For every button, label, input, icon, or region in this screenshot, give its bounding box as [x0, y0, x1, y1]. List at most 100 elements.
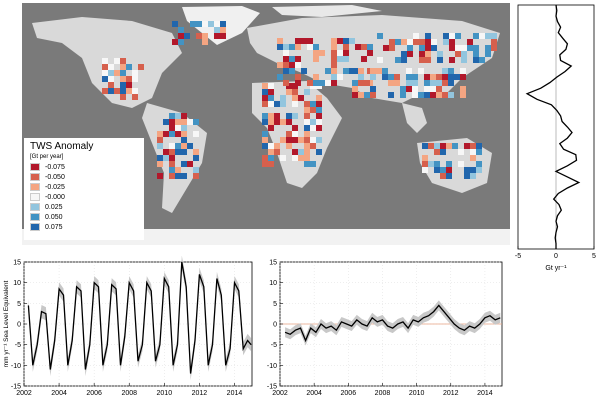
- y-tick-label: -5: [15, 342, 21, 349]
- tws-cell: [440, 173, 446, 179]
- tws-cell: [325, 68, 331, 74]
- y-tick-label: -15: [267, 384, 277, 391]
- tws-cell: [446, 143, 452, 149]
- tws-anomaly-cells: [102, 21, 497, 179]
- tws-cell: [388, 92, 394, 98]
- tws-cell: [473, 45, 479, 51]
- land-southeast-asia: [402, 103, 427, 133]
- tws-cell: [316, 101, 322, 107]
- tws-cell: [442, 80, 448, 86]
- tws-cell: [193, 119, 199, 125]
- tws-cell: [425, 39, 431, 45]
- tws-cell: [358, 74, 364, 80]
- tws-cell: [304, 137, 310, 143]
- tws-cell: [473, 33, 479, 39]
- tws-cell: [419, 51, 425, 57]
- tws-cell: [304, 119, 310, 125]
- tws-cell: [277, 62, 283, 68]
- tws-cell: [301, 68, 307, 74]
- tws-cell: [316, 113, 322, 119]
- x-tick-label: 2014: [227, 390, 243, 397]
- tws-cell: [307, 80, 313, 86]
- legend-entry: -0.000: [30, 192, 138, 202]
- tws-cell: [163, 131, 169, 137]
- tws-cell: [383, 45, 389, 51]
- tws-cell: [138, 64, 144, 70]
- y-tick-label: -10: [267, 363, 277, 370]
- tws-cell: [436, 74, 442, 80]
- tws-cell: [491, 39, 497, 45]
- tws-cell: [434, 167, 440, 173]
- tws-cell: [292, 101, 298, 107]
- legend-swatch: [30, 223, 40, 231]
- tws-cell: [286, 131, 292, 137]
- tws-cell: [304, 149, 310, 155]
- tws-cell: [458, 149, 464, 155]
- tws-cell: [108, 88, 114, 94]
- y-tick-label: -15: [11, 384, 21, 391]
- x-tick-label: 2006: [341, 390, 357, 397]
- tws-cell: [455, 45, 461, 51]
- tws-cell: [424, 86, 430, 92]
- tws-cell: [181, 149, 187, 155]
- tws-cell: [220, 21, 226, 27]
- tws-cell: [292, 137, 298, 143]
- tws-cell: [352, 86, 358, 92]
- tws-cell: [283, 56, 289, 62]
- tws-cell: [208, 21, 214, 27]
- tws-cell: [343, 38, 349, 44]
- tws-cell: [181, 131, 187, 137]
- tws-cell: [262, 83, 268, 89]
- tws-cell: [310, 107, 316, 113]
- tws-cell: [310, 125, 316, 131]
- tws-cell: [406, 86, 412, 92]
- tws-cell: [412, 74, 418, 80]
- profile-x-axis-label: Gt yr⁻¹: [545, 265, 567, 272]
- tws-cell: [461, 51, 467, 57]
- tws-cell: [181, 113, 187, 119]
- tws-cell: [425, 51, 431, 57]
- tws-cell: [446, 167, 452, 173]
- tws-cell: [298, 149, 304, 155]
- tws-cell: [406, 68, 412, 74]
- tws-cell: [102, 64, 108, 70]
- tws-cell: [220, 27, 226, 33]
- tws-cell: [343, 68, 349, 74]
- tws-cell: [331, 56, 337, 62]
- tws-cell: [406, 80, 412, 86]
- tws-cell: [401, 57, 407, 63]
- tws-cell: [370, 68, 376, 74]
- tws-cell: [202, 21, 208, 27]
- tws-cell: [193, 155, 199, 161]
- profile-x-tick-label: 5: [592, 253, 596, 260]
- tws-cell: [157, 173, 163, 179]
- tws-cell: [430, 86, 436, 92]
- tws-cell: [367, 50, 373, 56]
- tws-cell: [485, 45, 491, 51]
- tws-cell: [175, 167, 181, 173]
- x-tick-label: 2004: [306, 390, 322, 397]
- legend-entry: 0.075: [30, 222, 138, 232]
- tws-cell: [476, 161, 482, 167]
- tws-cell: [394, 74, 400, 80]
- tws-cell: [358, 68, 364, 74]
- tws-cell: [163, 149, 169, 155]
- tws-cell: [337, 74, 343, 80]
- tws-cell: [316, 107, 322, 113]
- tws-cell: [286, 119, 292, 125]
- tws-cell: [401, 39, 407, 45]
- tws-cell: [289, 68, 295, 74]
- land-arctic-islands: [272, 5, 382, 17]
- tws-cell: [388, 74, 394, 80]
- tws-cell: [458, 161, 464, 167]
- tws-cell: [485, 33, 491, 39]
- tws-cell: [292, 89, 298, 95]
- tws-cell: [114, 88, 120, 94]
- tws-cell: [448, 68, 454, 74]
- tws-cell: [470, 173, 476, 179]
- tws-cell: [461, 45, 467, 51]
- tws-cell: [413, 39, 419, 45]
- tws-cell: [431, 39, 437, 45]
- tws-cell: [120, 94, 126, 100]
- tws-cell: [395, 57, 401, 63]
